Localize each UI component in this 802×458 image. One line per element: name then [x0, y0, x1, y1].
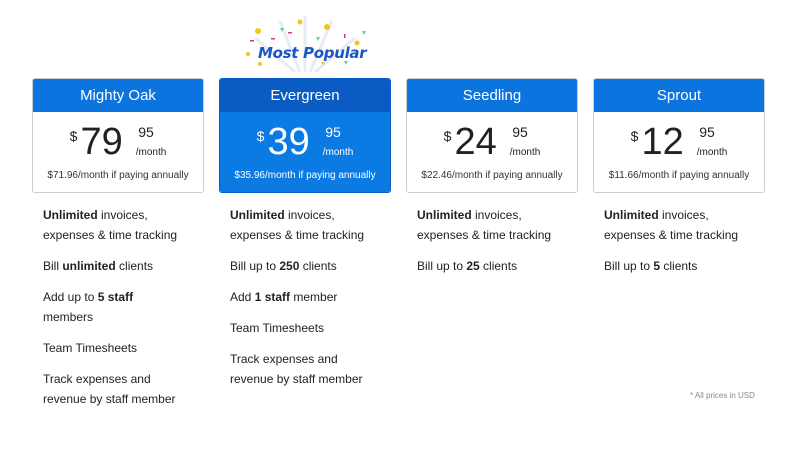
feature-text: invoices, expenses & time tracking	[230, 208, 365, 242]
feature-emphasis: Unlimited	[230, 208, 285, 222]
price-period: /month	[696, 147, 728, 158]
feature-text: member	[290, 290, 338, 304]
feature-item: Bill unlimited clients	[43, 256, 182, 276]
feature-text: clients	[660, 259, 698, 273]
feature-text: Track expenses and revenue by staff memb…	[230, 352, 363, 386]
plan-name: Sprout	[594, 79, 764, 112]
plan-name: Evergreen	[220, 79, 390, 112]
feature-item: Track expenses and revenue by staff memb…	[230, 349, 369, 389]
feature-item: Add 1 staff member	[230, 287, 369, 307]
plan-name: Mighty Oak	[33, 79, 203, 112]
currency-symbol: $	[630, 128, 639, 144]
annual-price: $35.96/month if paying annually	[234, 170, 376, 181]
feature-text: members	[43, 310, 94, 324]
feature-item: Bill up to 25 clients	[417, 256, 566, 276]
price-box: $79 95/month $71.96/month if paying annu…	[33, 112, 203, 192]
plan-sprout[interactable]: Sprout $12 95/month $11.66/month if payi…	[593, 78, 765, 287]
price-period: /month	[322, 147, 354, 158]
feature-text: clients	[115, 259, 154, 273]
feature-text: Track expenses and revenue by staff memb…	[43, 372, 176, 406]
price-dollars: 24	[454, 121, 497, 163]
price-cents: 95	[512, 124, 528, 140]
feature-text: Bill up to	[417, 259, 467, 273]
feature-text: Bill up to	[604, 259, 654, 273]
price-period: /month	[509, 147, 541, 158]
feature-emphasis: 5	[653, 259, 661, 273]
price-box: $39 95/month $35.96/month if paying annu…	[220, 112, 390, 192]
price-cents: 95	[325, 124, 341, 140]
plan-evergreen[interactable]: Evergreen $39 95/month $35.96/month if p…	[219, 78, 391, 400]
feature-text: clients	[299, 259, 337, 273]
feature-text: Team Timesheets	[43, 341, 138, 355]
feature-text: Team Timesheets	[230, 321, 325, 335]
feature-text: Add up to	[43, 290, 98, 304]
feature-emphasis: 25	[466, 259, 480, 273]
feature-item: Unlimited invoices, expenses & time trac…	[417, 205, 566, 245]
feature-text: invoices, expenses & time tracking	[417, 208, 552, 242]
currency-footnote: * All prices in USD	[690, 391, 755, 400]
price-cents: 95	[699, 124, 715, 140]
price-dollars: 39	[267, 121, 310, 163]
feature-list: Unlimited invoices, expenses & time trac…	[32, 205, 182, 409]
feature-emphasis: unlimited	[62, 259, 116, 273]
plan-mighty-oak[interactable]: Mighty Oak $79 95/month $71.96/month if …	[32, 78, 204, 420]
feature-list: Unlimited invoices, expenses & time trac…	[219, 205, 369, 389]
price-period: /month	[135, 147, 167, 158]
feature-item: Bill up to 5 clients	[604, 256, 753, 276]
plan-seedling[interactable]: Seedling $24 95/month $22.46/month if pa…	[406, 78, 578, 287]
annual-price: $11.66/month if paying annually	[608, 170, 750, 181]
feature-text: Add	[230, 290, 255, 304]
confetti-decoration	[246, 16, 366, 72]
feature-emphasis: 5 staff	[97, 290, 134, 304]
feature-item: Team Timesheets	[230, 318, 369, 338]
feature-text: Bill up to	[230, 259, 280, 273]
price-cents: 95	[138, 124, 154, 140]
feature-emphasis: 250	[279, 259, 300, 273]
feature-emphasis: Unlimited	[43, 208, 98, 222]
price-box: $12 95/month $11.66/month if paying annu…	[594, 112, 764, 192]
currency-symbol: $	[256, 128, 265, 144]
feature-text: clients	[479, 259, 518, 273]
plan-card[interactable]: Sprout $12 95/month $11.66/month if payi…	[593, 78, 765, 193]
feature-emphasis: Unlimited	[604, 208, 659, 222]
currency-symbol: $	[69, 128, 78, 144]
feature-list: Unlimited invoices, expenses & time trac…	[593, 205, 753, 276]
feature-item: Unlimited invoices, expenses & time trac…	[604, 205, 753, 245]
feature-list: Unlimited invoices, expenses & time trac…	[406, 205, 566, 276]
feature-item: Unlimited invoices, expenses & time trac…	[43, 205, 182, 245]
plan-card[interactable]: Seedling $24 95/month $22.46/month if pa…	[406, 78, 578, 193]
feature-text: invoices, expenses & time tracking	[43, 208, 178, 242]
feature-text: Bill	[43, 259, 63, 273]
plan-card[interactable]: Mighty Oak $79 95/month $71.96/month if …	[32, 78, 204, 193]
feature-emphasis: 1 staff	[254, 290, 291, 304]
feature-item: Add up to 5 staff members	[43, 287, 182, 327]
annual-price: $22.46/month if paying annually	[421, 170, 563, 181]
price-dollars: 79	[80, 121, 123, 163]
plan-card[interactable]: Evergreen $39 95/month $35.96/month if p…	[219, 78, 391, 193]
annual-price: $71.96/month if paying annually	[47, 170, 189, 181]
feature-emphasis: Unlimited	[417, 208, 472, 222]
price-dollars: 12	[641, 121, 684, 163]
feature-item: Bill up to 250 clients	[230, 256, 369, 276]
feature-item: Track expenses and revenue by staff memb…	[43, 369, 182, 409]
currency-symbol: $	[443, 128, 452, 144]
feature-item: Team Timesheets	[43, 338, 182, 358]
price-box: $24 95/month $22.46/month if paying annu…	[407, 112, 577, 192]
most-popular-badge: Most Popular	[258, 44, 367, 62]
plan-name: Seedling	[407, 79, 577, 112]
feature-item: Unlimited invoices, expenses & time trac…	[230, 205, 369, 245]
feature-text: invoices, expenses & time tracking	[604, 208, 739, 242]
